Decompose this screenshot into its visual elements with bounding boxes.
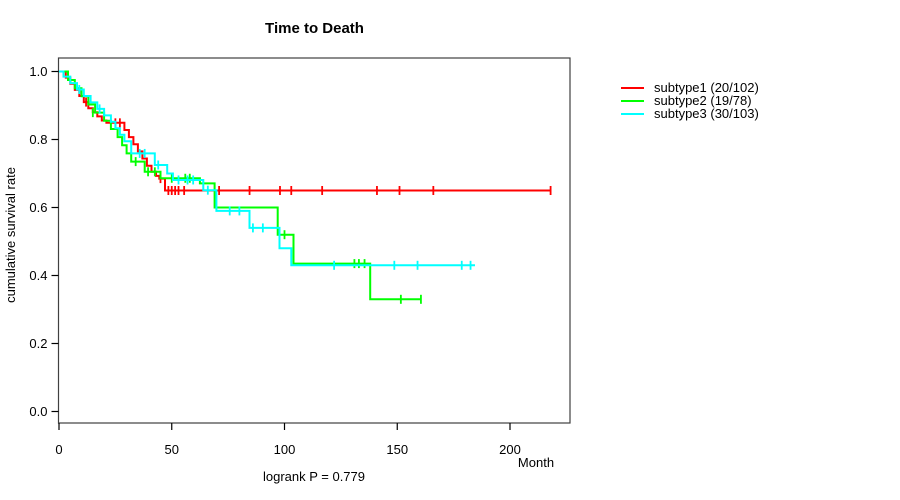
y-axis-tick-label: 0.2 <box>29 336 47 351</box>
plot-frame <box>57 57 571 424</box>
survival-curve-subtype1 <box>59 70 551 192</box>
survival-curve-subtype2 <box>59 70 421 301</box>
y-axis-tick-label: 0.0 <box>29 404 47 419</box>
legend-label-subtype3: subtype3 (30/103) <box>654 106 759 121</box>
x-axis-tick-label: 0 <box>55 442 62 457</box>
x-axis-tick-label: 100 <box>274 442 296 457</box>
legend: subtype1 (20/102) subtype2 (19/78) subty… <box>621 80 759 121</box>
x-axis-tick-label: 150 <box>386 442 408 457</box>
y-axis-tick-label: 0.6 <box>29 200 47 215</box>
x-axis-tick-label: 200 <box>499 442 521 457</box>
y-axis-tick-label: 0.4 <box>29 268 47 283</box>
y-axis-label: cumulative survival rate <box>3 167 18 303</box>
x-axis-label: Month <box>518 455 554 470</box>
chart-title: Time to Death <box>265 20 364 37</box>
legend-label-subtype2: subtype2 (19/78) <box>654 93 752 108</box>
survival-curve-subtype3 <box>59 70 475 267</box>
plot-layer: 0.0 0.2 0.4 0.6 0.8 1.0 0 50 100 150 200 <box>29 64 552 457</box>
legend-label-subtype1: subtype1 (20/102) <box>654 80 759 95</box>
logrank-footnote: logrank P = 0.779 <box>263 469 365 484</box>
x-axis-tick-label: 50 <box>165 442 179 457</box>
y-axis-tick-label: 0.8 <box>29 132 47 147</box>
y-axis-tick-label: 1.0 <box>29 64 47 79</box>
